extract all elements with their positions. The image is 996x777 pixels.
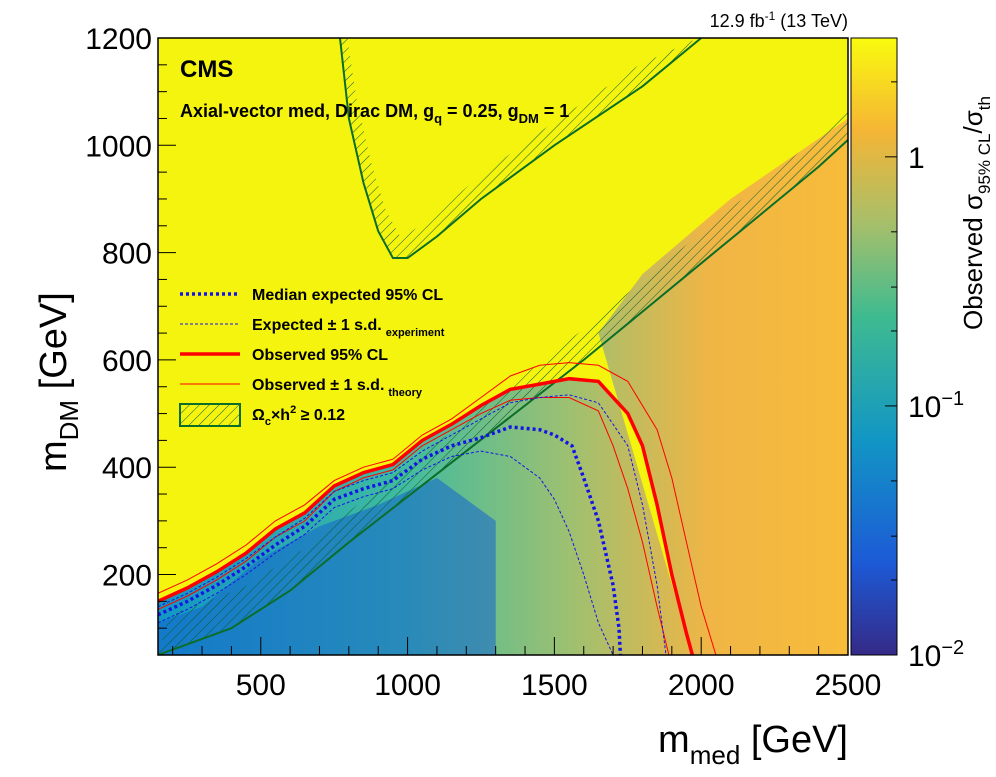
- x-tick-label: 1500: [521, 669, 588, 702]
- legend-label-median-expected: Median expected 95% CL: [252, 287, 443, 304]
- y-tick-label: 200: [102, 560, 152, 593]
- y-axis: 200 400 600 800 1000 1200: [85, 23, 176, 629]
- y-tick-label: 1200: [85, 23, 152, 56]
- legend-swatch-relic: [179, 403, 241, 427]
- z-axis-title: Observed σ95% CL/σth: [958, 96, 994, 330]
- x-axis-title: mmed [GeV]: [658, 719, 848, 770]
- legend-entry-observed-band: Observed ± 1 s.d. theory: [180, 377, 423, 399]
- observed-minus-1sd-curve: [158, 397, 670, 655]
- plot-frame: [157, 37, 849, 656]
- legend: Median expected 95% CL Expected ± 1 s.d.…: [179, 287, 445, 428]
- relic-line-diagonal: [158, 139, 848, 655]
- z-tick-label: 10−1: [908, 388, 964, 424]
- y-tick-label: 800: [102, 238, 152, 271]
- relic-band-diagonal: [158, 110, 848, 655]
- legend-entry-relic: Ωc×h2 ≥ 0.12: [179, 403, 345, 428]
- z-tick-label: 1: [908, 142, 925, 175]
- limit-curves: [158, 362, 717, 655]
- z-tick-label: 10−2: [908, 637, 964, 673]
- relic-line-v: [339, 38, 702, 259]
- legend-label-relic: Ωc×h2 ≥ 0.12: [252, 404, 345, 428]
- observed-plus-1sd-curve: [158, 362, 717, 655]
- legend-entry-observed: Observed 95% CL: [180, 347, 388, 364]
- x-tick-label: 500: [236, 669, 286, 702]
- y-tick-label: 1000: [85, 130, 152, 163]
- relic-band-v: [340, 38, 702, 258]
- legend-label-observed: Observed 95% CL: [252, 347, 388, 364]
- y-tick-label: 600: [102, 345, 152, 378]
- color-scale-axis: 1 10−1 10−2: [885, 81, 964, 673]
- experiment-label: CMS: [180, 56, 233, 83]
- expected-plus-1sd-curve: [158, 394, 667, 655]
- x-axis: 500 1000 1500 2000 2500: [172, 637, 882, 702]
- model-subtitle: Axial-vector med, Dirac DM, gq = 0.25, g…: [180, 101, 569, 126]
- legend-label-observed-band: Observed ± 1 s.d. theory: [252, 377, 423, 399]
- color-scale-frame: [850, 37, 898, 656]
- excluded-region: [158, 38, 848, 655]
- y-tick-label: 400: [102, 452, 152, 485]
- x-tick-label: 2500: [815, 669, 882, 702]
- lumi-label: 12.9 fb-1 (13 TeV): [710, 9, 848, 31]
- legend-label-expected-band: Expected ± 1 s.d. experiment: [252, 317, 445, 339]
- legend-entry-median-expected: Median expected 95% CL: [180, 287, 443, 304]
- legend-entry-expected-band: Expected ± 1 s.d. experiment: [180, 317, 445, 339]
- y-axis-title: mDM [GeV]: [33, 292, 84, 472]
- color-scale-bar: [851, 38, 897, 655]
- observed-limit-curve: [158, 376, 695, 655]
- x-tick-label: 2000: [668, 669, 735, 702]
- relic-density-region: [158, 38, 848, 655]
- expected-minus-1sd-curve: [158, 450, 614, 655]
- x-tick-label: 1000: [374, 669, 441, 702]
